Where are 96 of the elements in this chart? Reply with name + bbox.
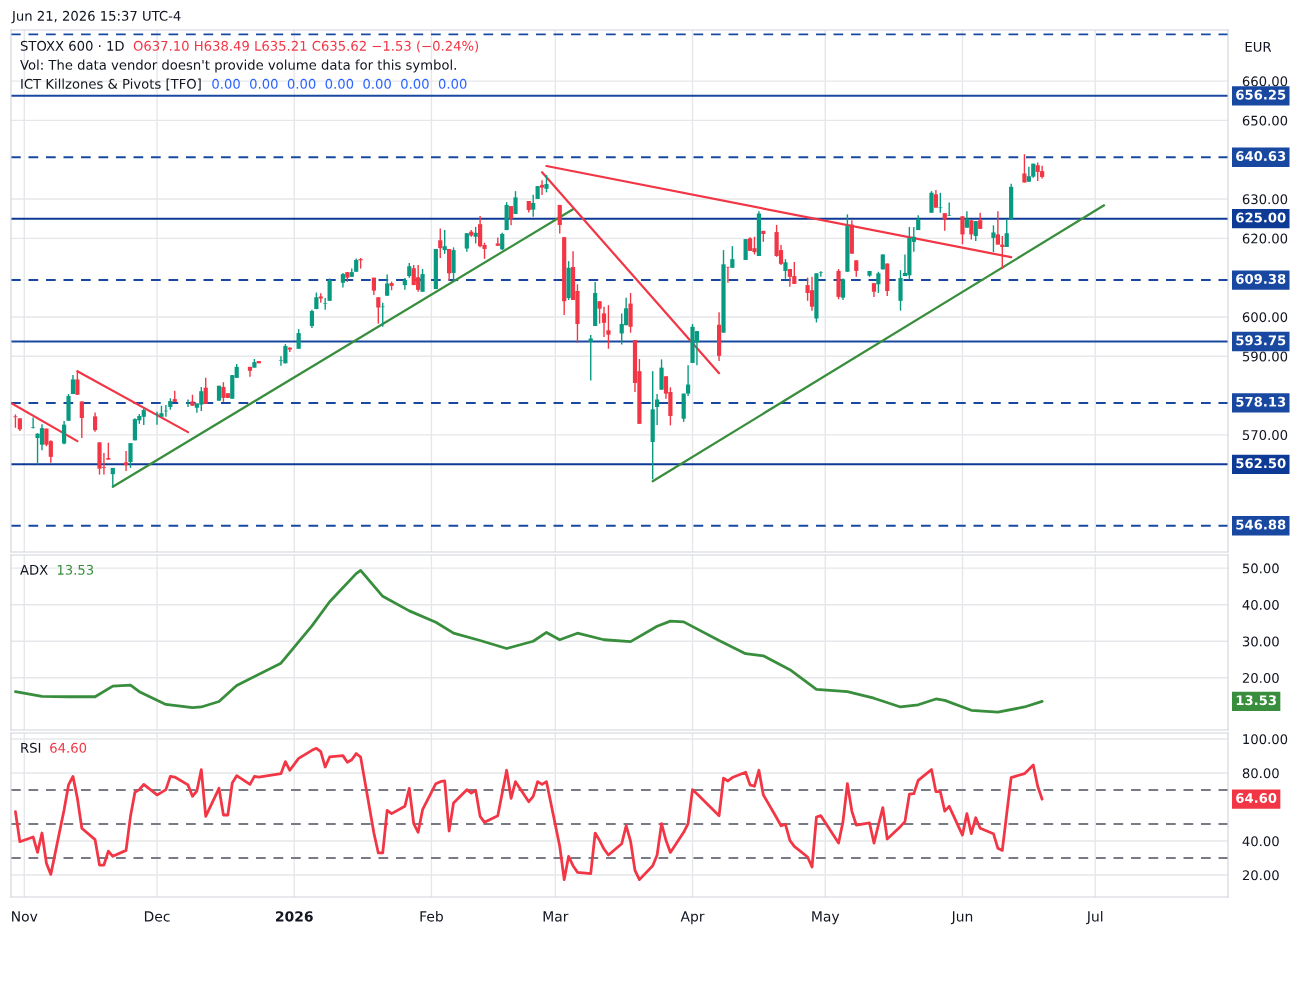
candlestick [938,192,943,214]
x-tick-label: Dec [144,911,170,922]
candlestick [619,312,624,346]
candlestick [960,215,965,245]
ref-line-label: 625.00 [1236,212,1286,223]
annotation: ICT Killzones & Pivots [TFO] [21,78,201,91]
candlestick [416,264,421,293]
ref-line-label: 656.25 [1236,89,1286,100]
ref-line-label: 609.38 [1236,273,1286,284]
candlestick [840,277,846,301]
annotation: 0.00 0.00 0.00 0.00 0.00 0.00 0.00 [212,78,467,89]
candlestick [70,374,76,395]
annotation: 64.60 [50,742,87,753]
ref-line-label: 593.75 [1236,335,1286,346]
candlestick [296,328,301,350]
candlestick [969,219,974,241]
text: RSI [21,742,41,753]
candlestick [628,292,633,334]
candlestick [898,269,903,312]
candlestick [539,179,545,196]
candlestick [1004,218,1009,248]
x-tick-label: Nov [12,911,38,922]
candlestick [792,261,797,285]
text: STOXX 600 · 1D [20,40,124,51]
annotation: 13.53 [57,564,94,575]
candlestick [438,227,443,259]
y-tick-label: 40.00 [1242,836,1279,847]
candlestick [203,377,208,405]
candlestick [743,238,748,261]
text: 13.53 [1236,695,1276,706]
candlestick [385,273,390,297]
y-tick-label: 600.00 [1242,312,1288,323]
y-tick-label: 100.00 [1243,734,1288,745]
x-tick-label: Jul [1086,910,1103,925]
candlestick [442,229,447,255]
y-tick-label: 80.00 [1242,768,1279,779]
candlestick [128,442,133,469]
candlestick [929,190,934,214]
ref-line-label: 640.63 [1236,151,1286,162]
candlestick [1035,161,1040,182]
candlestick [557,204,562,235]
candlestick [876,271,881,294]
candlestick [531,194,536,218]
x-tick-label: May [812,911,840,925]
annotation: Vol: The data vendor doesn't provide volume data for this symbol. [20,59,456,73]
candlestick [508,205,514,227]
candlestick [199,386,204,412]
text: O637.10 H638.49 L635.21 C635.62 −1.53 (−0.24%) [133,40,479,53]
y-tick-label: 20.00 [1242,870,1279,881]
candlestick [995,210,1000,246]
candlestick [420,268,425,293]
y-tick-label: 650.00 [1242,115,1288,126]
candlestick [783,258,788,280]
candlestick [694,330,700,366]
candlestick [606,304,611,350]
candlestick [464,232,469,253]
y-tick-label: 590.00 [1242,351,1288,362]
candlestick [659,358,664,391]
y-tick-label: 620.00 [1242,233,1288,244]
candlestick [327,277,332,302]
candlestick [79,400,84,439]
candlestick [92,411,98,433]
y-tick-label: 20.00 [1242,672,1279,683]
ref-line-label: 578.13 [1236,396,1286,407]
candlestick [1022,153,1027,184]
candlestick [309,309,315,329]
y-tick-label: 660.00 [1242,76,1288,87]
y-tick-label: 570.00 [1242,430,1288,441]
ref-line-label: 562.50 [1236,458,1286,469]
candlestick [376,296,381,325]
candlestick [123,450,129,472]
candlestick [991,224,996,253]
y-tick-label: 50.00 [1242,563,1279,574]
candlestick [478,215,483,249]
candlestick [31,416,36,430]
candlestick [730,245,735,269]
y-tick-label: 630.00 [1242,194,1288,205]
ref-line-label: 546.88 [1236,519,1286,530]
candlestick [451,246,456,282]
x-tick-label: Jun [950,911,973,925]
candlestick [513,190,518,215]
candlestick [221,381,226,403]
x-tick-label: Apr [680,911,705,925]
candlestick [39,423,45,451]
text: Jun 21, 2026 15:37 UTC-4 [11,10,181,24]
y-tick-label: 40.00 [1242,599,1279,610]
text: EUR [1245,42,1272,52]
x-tick-label: 2026 [276,911,313,922]
x-tick-label: Feb [420,910,443,922]
y-tick-label: 30.00 [1242,636,1279,647]
text: ADX [20,565,48,575]
candlestick [973,220,978,242]
candlestick [35,432,40,466]
x-tick-label: Mar [543,911,569,922]
text: 64.60 [1236,793,1277,804]
candlestick [809,276,815,312]
